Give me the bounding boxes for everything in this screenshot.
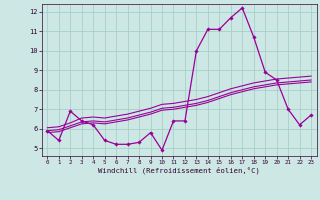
X-axis label: Windchill (Refroidissement éolien,°C): Windchill (Refroidissement éolien,°C): [98, 167, 260, 174]
